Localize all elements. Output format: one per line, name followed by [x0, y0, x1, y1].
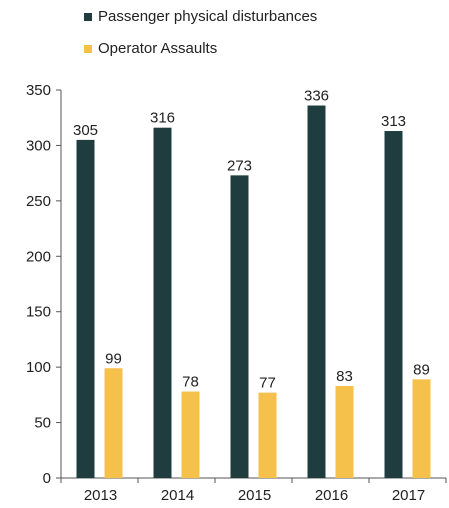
bar-passenger	[384, 131, 403, 478]
legend-label-operator: Operator Assaults	[98, 40, 218, 57]
data-label: 89	[413, 361, 430, 378]
y-tick-label: 100	[26, 359, 51, 376]
legend-label-passenger: Passenger physical disturbances	[98, 8, 318, 25]
bar-operator	[258, 392, 277, 478]
bar-passenger	[230, 175, 249, 479]
x-tick-label: 2013	[84, 487, 117, 504]
bar-passenger	[307, 105, 326, 479]
legend-swatch-operator	[84, 45, 92, 54]
data-label: 336	[304, 88, 329, 105]
data-label: 99	[105, 350, 122, 367]
x-tick-label: 2016	[315, 487, 348, 504]
bar-operator	[104, 368, 123, 478]
bar-operator	[412, 379, 431, 478]
legend-swatch-passenger	[84, 13, 92, 22]
x-tick-label: 2015	[238, 487, 271, 504]
data-label: 78	[182, 374, 199, 391]
bar-passenger	[153, 127, 172, 478]
y-tick-label: 250	[26, 193, 51, 210]
data-label: 77	[259, 375, 276, 392]
y-tick-label: 150	[26, 304, 51, 321]
y-tick-label: 200	[26, 248, 51, 265]
data-label: 83	[336, 368, 353, 385]
data-label: 316	[150, 110, 175, 127]
y-tick-label: 0	[43, 470, 51, 487]
data-label: 273	[227, 157, 252, 174]
data-label: 305	[73, 122, 98, 139]
bar-passenger	[76, 139, 95, 478]
x-tick-label: 2014	[161, 487, 194, 504]
y-tick-label: 350	[26, 82, 51, 99]
y-tick-label: 300	[26, 137, 51, 154]
bar-operator	[181, 391, 200, 478]
legend-item-passenger: Passenger physical disturbances	[84, 8, 317, 25]
y-tick-label: 50	[34, 415, 51, 432]
data-label: 313	[381, 113, 406, 130]
legend-item-operator: Operator Assaults	[84, 40, 217, 57]
x-tick-label: 2017	[392, 487, 425, 504]
bar-operator	[335, 385, 354, 478]
